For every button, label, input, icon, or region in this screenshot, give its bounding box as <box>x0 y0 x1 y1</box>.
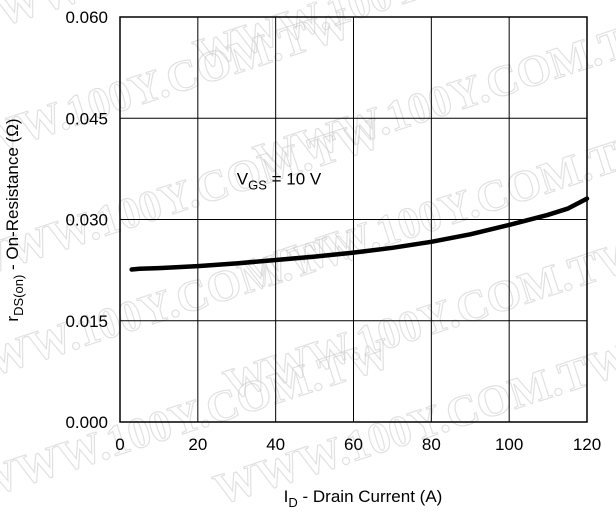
x-tick-label: 0 <box>115 435 124 454</box>
y-tick-label: 0.045 <box>65 109 108 128</box>
x-tick-label: 120 <box>573 435 601 454</box>
series-line <box>129 196 590 272</box>
y-tick-label: 0.030 <box>65 211 108 230</box>
y-axis-label: rDS(on) - On-Resistance (Ω) <box>3 118 26 321</box>
x-tick-label: 100 <box>495 435 523 454</box>
y-tick-label: 0.000 <box>65 413 108 432</box>
x-tick-label: 20 <box>188 435 207 454</box>
plot-frame <box>119 16 588 423</box>
y-tick-label: 0.015 <box>65 312 108 331</box>
y-tick-labels: 0.000 0.015 0.030 0.045 0.060 <box>65 8 108 432</box>
x-tick-label: 40 <box>266 435 285 454</box>
annotation-vgs: VGS = 10 V <box>237 169 322 192</box>
series-layer <box>129 196 590 272</box>
x-tick-label: 80 <box>422 435 441 454</box>
x-axis-label: ID - Drain Current (A) <box>284 487 443 510</box>
x-tick-label: 60 <box>344 435 363 454</box>
y-tick-label: 0.060 <box>65 8 108 27</box>
x-tick-labels: 0 20 40 60 80 100 120 <box>115 435 601 454</box>
